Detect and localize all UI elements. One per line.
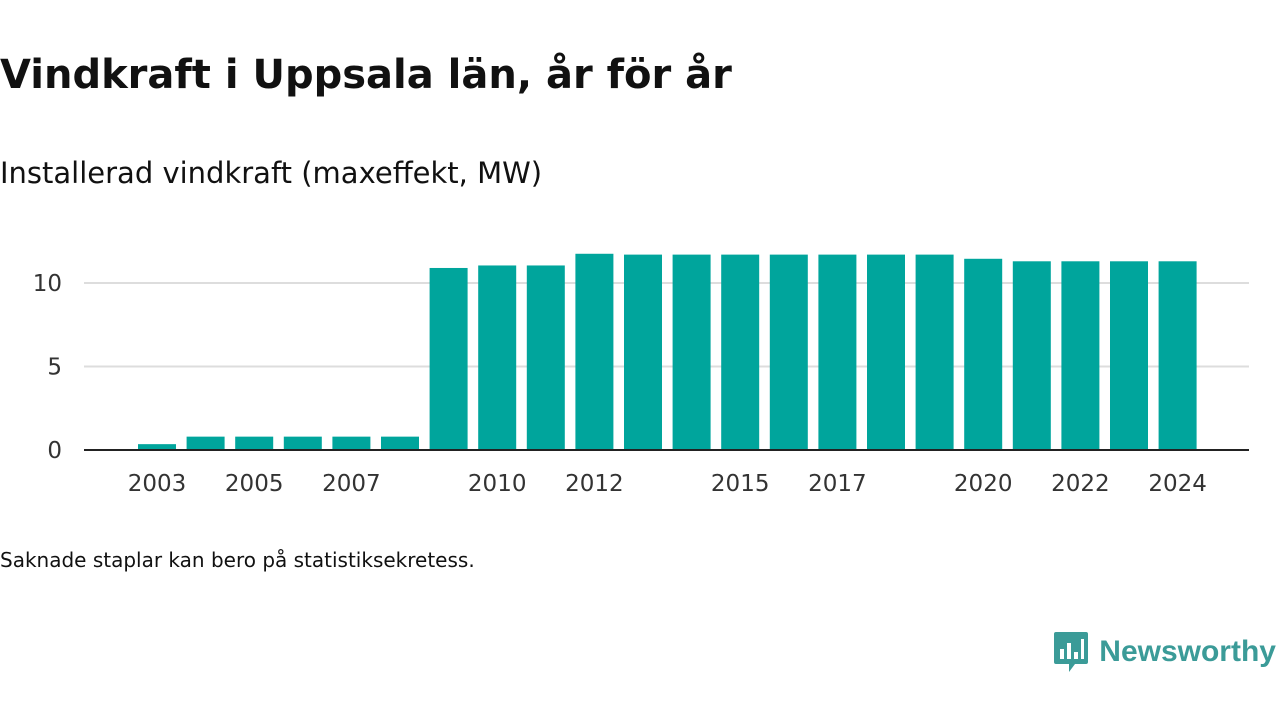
bar-2012	[575, 253, 614, 450]
bar-2016	[769, 254, 808, 450]
bar-2019	[915, 254, 954, 450]
bar-2021	[1012, 261, 1051, 450]
x-tick-label: 2003	[128, 471, 187, 497]
chart-subtitle: Installerad vindkraft (maxeffekt, MW)	[0, 156, 543, 190]
bar-2013	[624, 254, 662, 450]
gridlines	[84, 282, 1249, 368]
bar-2003	[138, 444, 176, 450]
newsworthy-logo-icon	[1054, 632, 1089, 672]
x-tick-label: 2020	[954, 471, 1013, 497]
x-tick-label: 2022	[1051, 471, 1110, 497]
bars	[138, 253, 1197, 450]
y-tick-labels: 0 5 10	[33, 271, 62, 464]
bar-2009	[429, 267, 468, 450]
bar-chart: 0 5 10 2003 2005 2007 2010 2012 2015 2017 2020 202…	[33, 253, 1249, 497]
bar-2017	[818, 254, 857, 450]
bar-2011	[526, 265, 565, 450]
x-tick-label: 2015	[711, 471, 770, 497]
bar-2007	[332, 436, 371, 450]
chart-title: Vindkraft i Uppsala län, år för år	[0, 52, 732, 98]
brand-logo: Newsworthy	[1053, 630, 1276, 674]
bar-2014	[672, 254, 711, 450]
bar-2023	[1110, 261, 1148, 450]
bar-2018	[867, 254, 905, 450]
x-tick-labels: 2003 2005 2007 2010 2012 2015 2017 2020 2022 2024	[128, 471, 1207, 497]
bar-2024	[1158, 261, 1197, 450]
y-tick-label: 10	[33, 271, 62, 297]
footnote: Saknade staplar kan bero på statistiksek…	[0, 548, 475, 572]
x-tick-label: 2007	[322, 471, 381, 497]
bar-2005	[235, 436, 274, 450]
x-tick-label: 2017	[808, 471, 867, 497]
x-tick-label: 2005	[225, 471, 284, 497]
bar-2008	[381, 436, 419, 450]
bar-2010	[478, 265, 517, 450]
y-tick-label: 5	[47, 355, 62, 381]
bar-2020	[964, 258, 1003, 450]
bar-2004	[186, 436, 225, 450]
bar-2015	[721, 254, 760, 450]
x-tick-label: 2012	[565, 471, 624, 497]
brand-name: Newsworthy	[1099, 635, 1276, 668]
x-tick-label: 2024	[1148, 471, 1207, 497]
y-tick-label: 0	[47, 438, 62, 464]
bar-2022	[1061, 261, 1100, 450]
bar-2006	[283, 436, 322, 450]
x-tick-label: 2010	[468, 471, 527, 497]
